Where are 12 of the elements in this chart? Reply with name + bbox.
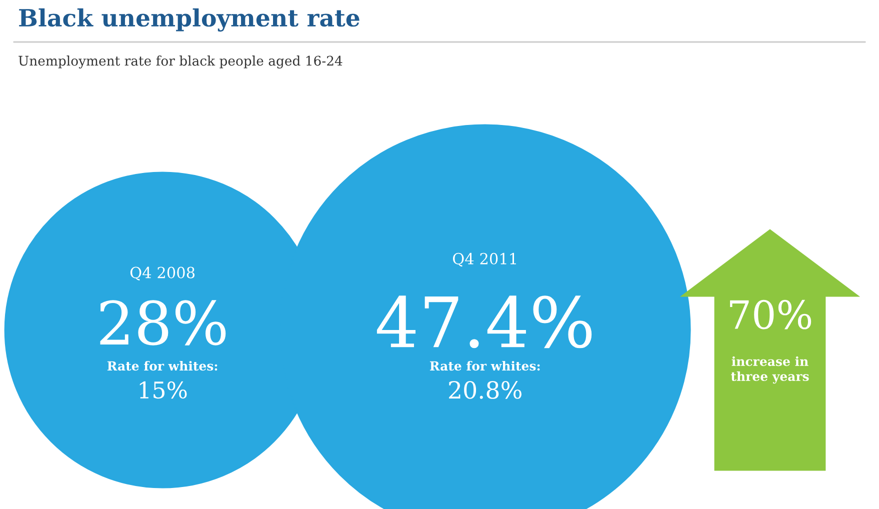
text: Black unemployment rate — [19, 8, 360, 32]
text: Rate for whites: — [430, 360, 540, 371]
text: increase in three years — [730, 356, 809, 384]
data-label: 47.4% — [376, 296, 592, 348]
category-label: Q4 2008 — [130, 266, 195, 281]
data-label: 20.8% — [449, 380, 522, 399]
category-label: Q4 2011 — [452, 252, 516, 267]
text: Rate for whites: — [107, 360, 218, 371]
text: Unemployment rate for black people aged 16-24 — [18, 56, 342, 68]
data-label: 15% — [140, 381, 187, 399]
data-label: 28% — [100, 300, 226, 346]
text: 70% — [730, 300, 812, 330]
